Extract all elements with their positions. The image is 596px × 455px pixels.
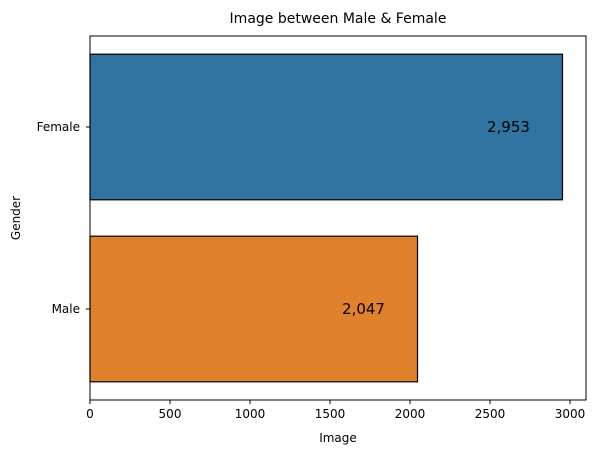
y-axis-label: Gender [9, 196, 23, 240]
x-tick-label: 2000 [395, 407, 426, 421]
x-axis-label: Image [319, 431, 357, 445]
bar-female [89, 53, 564, 201]
x-tick-label: 0 [86, 407, 94, 421]
bar-male [89, 235, 419, 383]
x-axis: 0 500 1000 1500 2000 2500 3000 [86, 400, 585, 421]
x-tick-label: 500 [159, 407, 182, 421]
data-label-male: 2,047 [342, 300, 385, 318]
plot-frame [89, 35, 587, 401]
y-tick-label-male: Male [52, 302, 80, 316]
data-label-female: 2,953 [487, 118, 530, 136]
y-tick-label-female: Female [37, 120, 80, 134]
bars-group [89, 53, 564, 383]
x-tick-label: 1500 [315, 407, 346, 421]
x-tick-label: 3000 [555, 407, 586, 421]
data-labels-group: 2,953 2,047 [342, 118, 530, 318]
chart-title: Image between Male & Female [230, 11, 447, 27]
y-axis: Female Male [37, 120, 90, 316]
x-tick-label: 1000 [235, 407, 266, 421]
x-tick-label: 2500 [475, 407, 506, 421]
